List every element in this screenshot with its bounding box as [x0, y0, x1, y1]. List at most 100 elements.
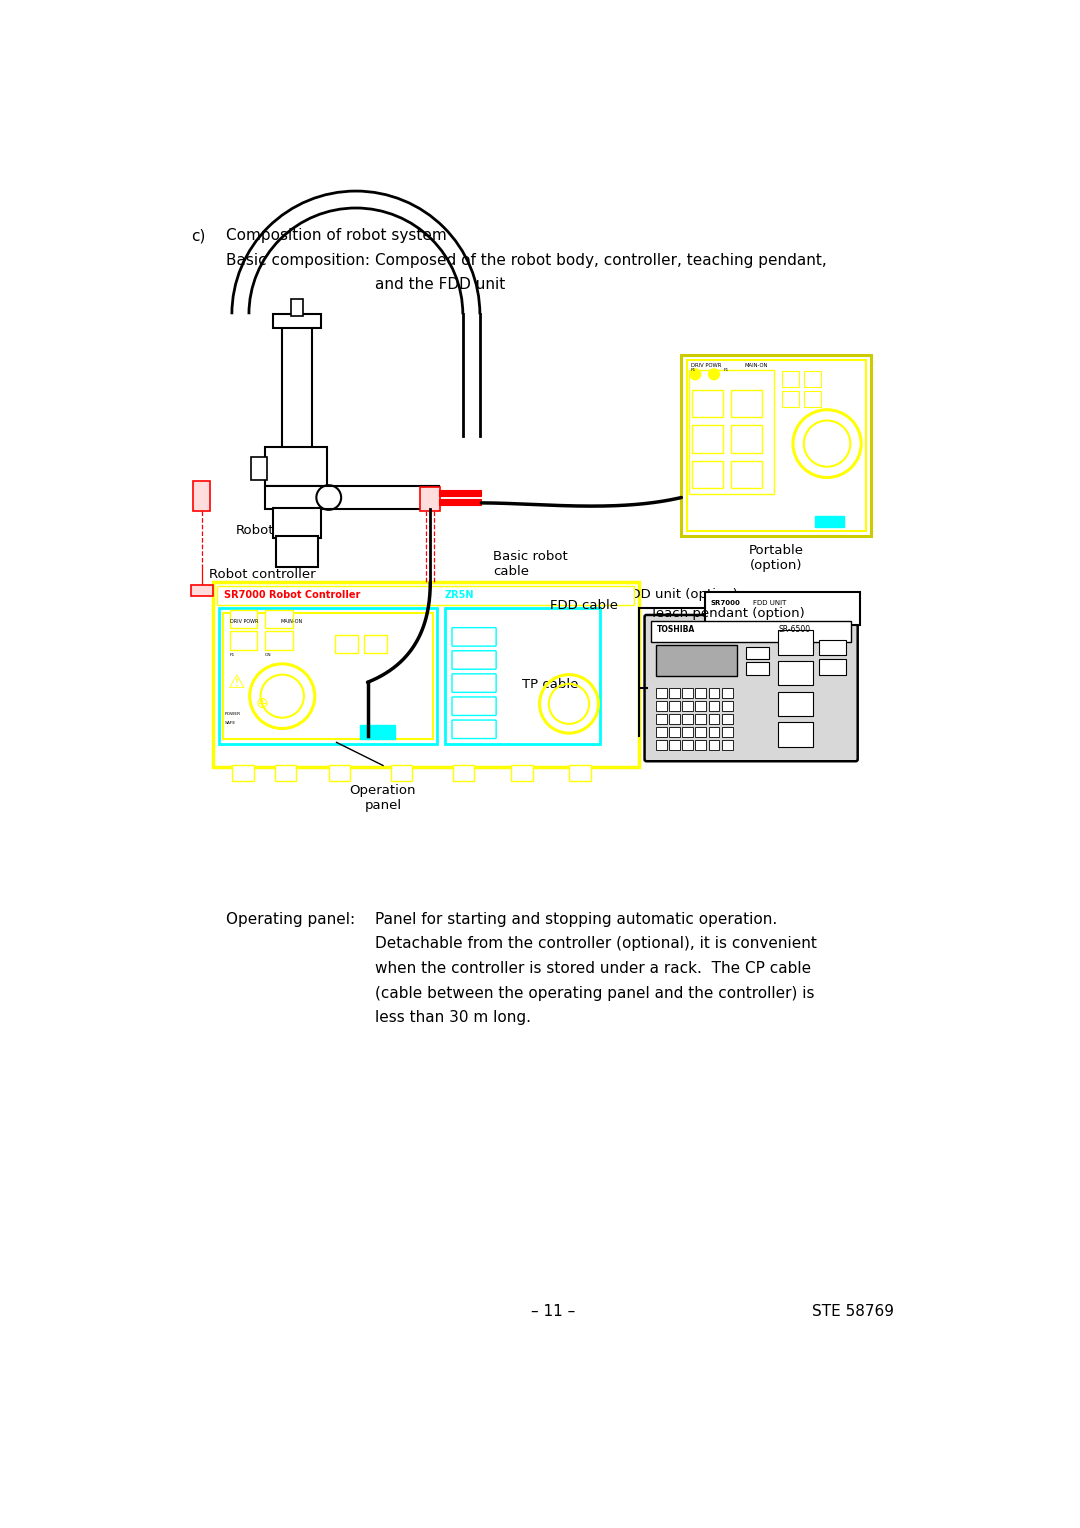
- Text: Composed of the robot body, controller, teaching pendant,: Composed of the robot body, controller, …: [375, 252, 827, 267]
- FancyBboxPatch shape: [804, 371, 821, 387]
- FancyBboxPatch shape: [656, 740, 666, 750]
- Text: Detachable from the controller (optional), it is convenient: Detachable from the controller (optional…: [375, 937, 818, 952]
- FancyBboxPatch shape: [731, 390, 762, 417]
- FancyBboxPatch shape: [328, 766, 350, 781]
- Text: Composition of robot system: Composition of robot system: [227, 228, 447, 243]
- Text: ON: ON: [266, 652, 272, 657]
- Text: DRIV POWR: DRIV POWR: [230, 619, 258, 623]
- Text: less than 30 m long.: less than 30 m long.: [375, 1010, 531, 1025]
- Text: STE 58769: STE 58769: [812, 1305, 894, 1320]
- FancyBboxPatch shape: [731, 425, 762, 452]
- FancyBboxPatch shape: [782, 371, 799, 387]
- Text: Panel for starting and stopping automatic operation.: Panel for starting and stopping automati…: [375, 912, 778, 927]
- FancyBboxPatch shape: [266, 610, 293, 628]
- FancyBboxPatch shape: [721, 740, 732, 750]
- FancyBboxPatch shape: [213, 582, 638, 767]
- FancyBboxPatch shape: [282, 324, 312, 451]
- FancyBboxPatch shape: [669, 714, 679, 724]
- Circle shape: [708, 368, 719, 380]
- FancyBboxPatch shape: [779, 630, 813, 654]
- Text: Robot: Robot: [235, 524, 274, 538]
- FancyBboxPatch shape: [273, 509, 321, 538]
- FancyBboxPatch shape: [218, 608, 437, 744]
- FancyBboxPatch shape: [708, 688, 719, 698]
- FancyBboxPatch shape: [656, 727, 666, 736]
- FancyBboxPatch shape: [266, 486, 435, 509]
- Text: Operation
panel: Operation panel: [350, 784, 416, 811]
- FancyBboxPatch shape: [696, 714, 706, 724]
- Text: DRIV POWR: DRIV POWR: [691, 362, 721, 368]
- FancyBboxPatch shape: [230, 610, 257, 628]
- FancyBboxPatch shape: [656, 714, 666, 724]
- FancyBboxPatch shape: [276, 536, 318, 567]
- Text: ⚠: ⚠: [228, 672, 245, 692]
- FancyBboxPatch shape: [453, 766, 474, 781]
- FancyBboxPatch shape: [721, 727, 732, 736]
- Text: MAIN-ON: MAIN-ON: [745, 362, 768, 368]
- FancyBboxPatch shape: [451, 720, 496, 738]
- FancyBboxPatch shape: [422, 486, 438, 509]
- FancyBboxPatch shape: [669, 688, 679, 698]
- FancyBboxPatch shape: [656, 701, 666, 711]
- FancyBboxPatch shape: [721, 714, 732, 724]
- FancyBboxPatch shape: [266, 631, 293, 649]
- FancyBboxPatch shape: [291, 299, 303, 316]
- FancyBboxPatch shape: [683, 688, 693, 698]
- FancyBboxPatch shape: [683, 740, 693, 750]
- FancyBboxPatch shape: [696, 740, 706, 750]
- FancyBboxPatch shape: [704, 593, 860, 625]
- FancyBboxPatch shape: [745, 662, 769, 675]
- FancyBboxPatch shape: [696, 701, 706, 711]
- FancyBboxPatch shape: [683, 727, 693, 736]
- Text: SR7000: SR7000: [711, 601, 741, 607]
- FancyBboxPatch shape: [689, 370, 774, 494]
- FancyBboxPatch shape: [232, 766, 254, 781]
- FancyBboxPatch shape: [696, 688, 706, 698]
- FancyBboxPatch shape: [721, 688, 732, 698]
- Text: Operating panel:: Operating panel:: [227, 912, 355, 927]
- Text: SR7000 Robot Controller: SR7000 Robot Controller: [225, 590, 361, 601]
- FancyBboxPatch shape: [445, 608, 600, 744]
- FancyBboxPatch shape: [683, 714, 693, 724]
- Text: when the controller is stored under a rack.  The CP cable: when the controller is stored under a ra…: [375, 961, 811, 976]
- Text: SR-6500: SR-6500: [779, 625, 810, 634]
- FancyBboxPatch shape: [683, 701, 693, 711]
- FancyBboxPatch shape: [721, 701, 732, 711]
- FancyBboxPatch shape: [692, 425, 724, 452]
- FancyBboxPatch shape: [779, 723, 813, 747]
- FancyBboxPatch shape: [687, 361, 866, 530]
- Text: F1: F1: [724, 368, 729, 373]
- Text: Basic robot
cable: Basic robot cable: [494, 550, 568, 578]
- FancyBboxPatch shape: [438, 490, 482, 497]
- Text: Robot controller: Robot controller: [208, 568, 315, 581]
- FancyBboxPatch shape: [669, 740, 679, 750]
- FancyBboxPatch shape: [438, 500, 482, 506]
- FancyBboxPatch shape: [569, 766, 591, 781]
- Text: Portable
(option): Portable (option): [748, 544, 804, 571]
- FancyBboxPatch shape: [391, 766, 413, 781]
- FancyBboxPatch shape: [645, 614, 858, 761]
- FancyBboxPatch shape: [819, 640, 847, 656]
- FancyBboxPatch shape: [692, 390, 724, 417]
- FancyBboxPatch shape: [782, 391, 799, 406]
- Text: TP cable: TP cable: [523, 678, 579, 692]
- Text: SAFE: SAFE: [225, 721, 237, 724]
- FancyBboxPatch shape: [266, 448, 327, 486]
- Text: and the FDD unit: and the FDD unit: [375, 277, 505, 292]
- Text: F1: F1: [691, 368, 696, 373]
- Text: F1: F1: [230, 652, 234, 657]
- Text: Basic composition:: Basic composition:: [227, 252, 370, 267]
- FancyBboxPatch shape: [274, 766, 296, 781]
- Text: FDD unit (option): FDD unit (option): [623, 588, 738, 601]
- Text: FDD UNIT: FDD UNIT: [753, 601, 786, 607]
- FancyBboxPatch shape: [708, 727, 719, 736]
- FancyBboxPatch shape: [451, 651, 496, 669]
- FancyBboxPatch shape: [511, 766, 532, 781]
- FancyBboxPatch shape: [692, 460, 724, 489]
- FancyBboxPatch shape: [273, 315, 321, 329]
- FancyBboxPatch shape: [451, 674, 496, 692]
- FancyBboxPatch shape: [364, 634, 387, 652]
- FancyBboxPatch shape: [656, 645, 738, 677]
- FancyBboxPatch shape: [681, 354, 872, 536]
- FancyBboxPatch shape: [451, 697, 496, 715]
